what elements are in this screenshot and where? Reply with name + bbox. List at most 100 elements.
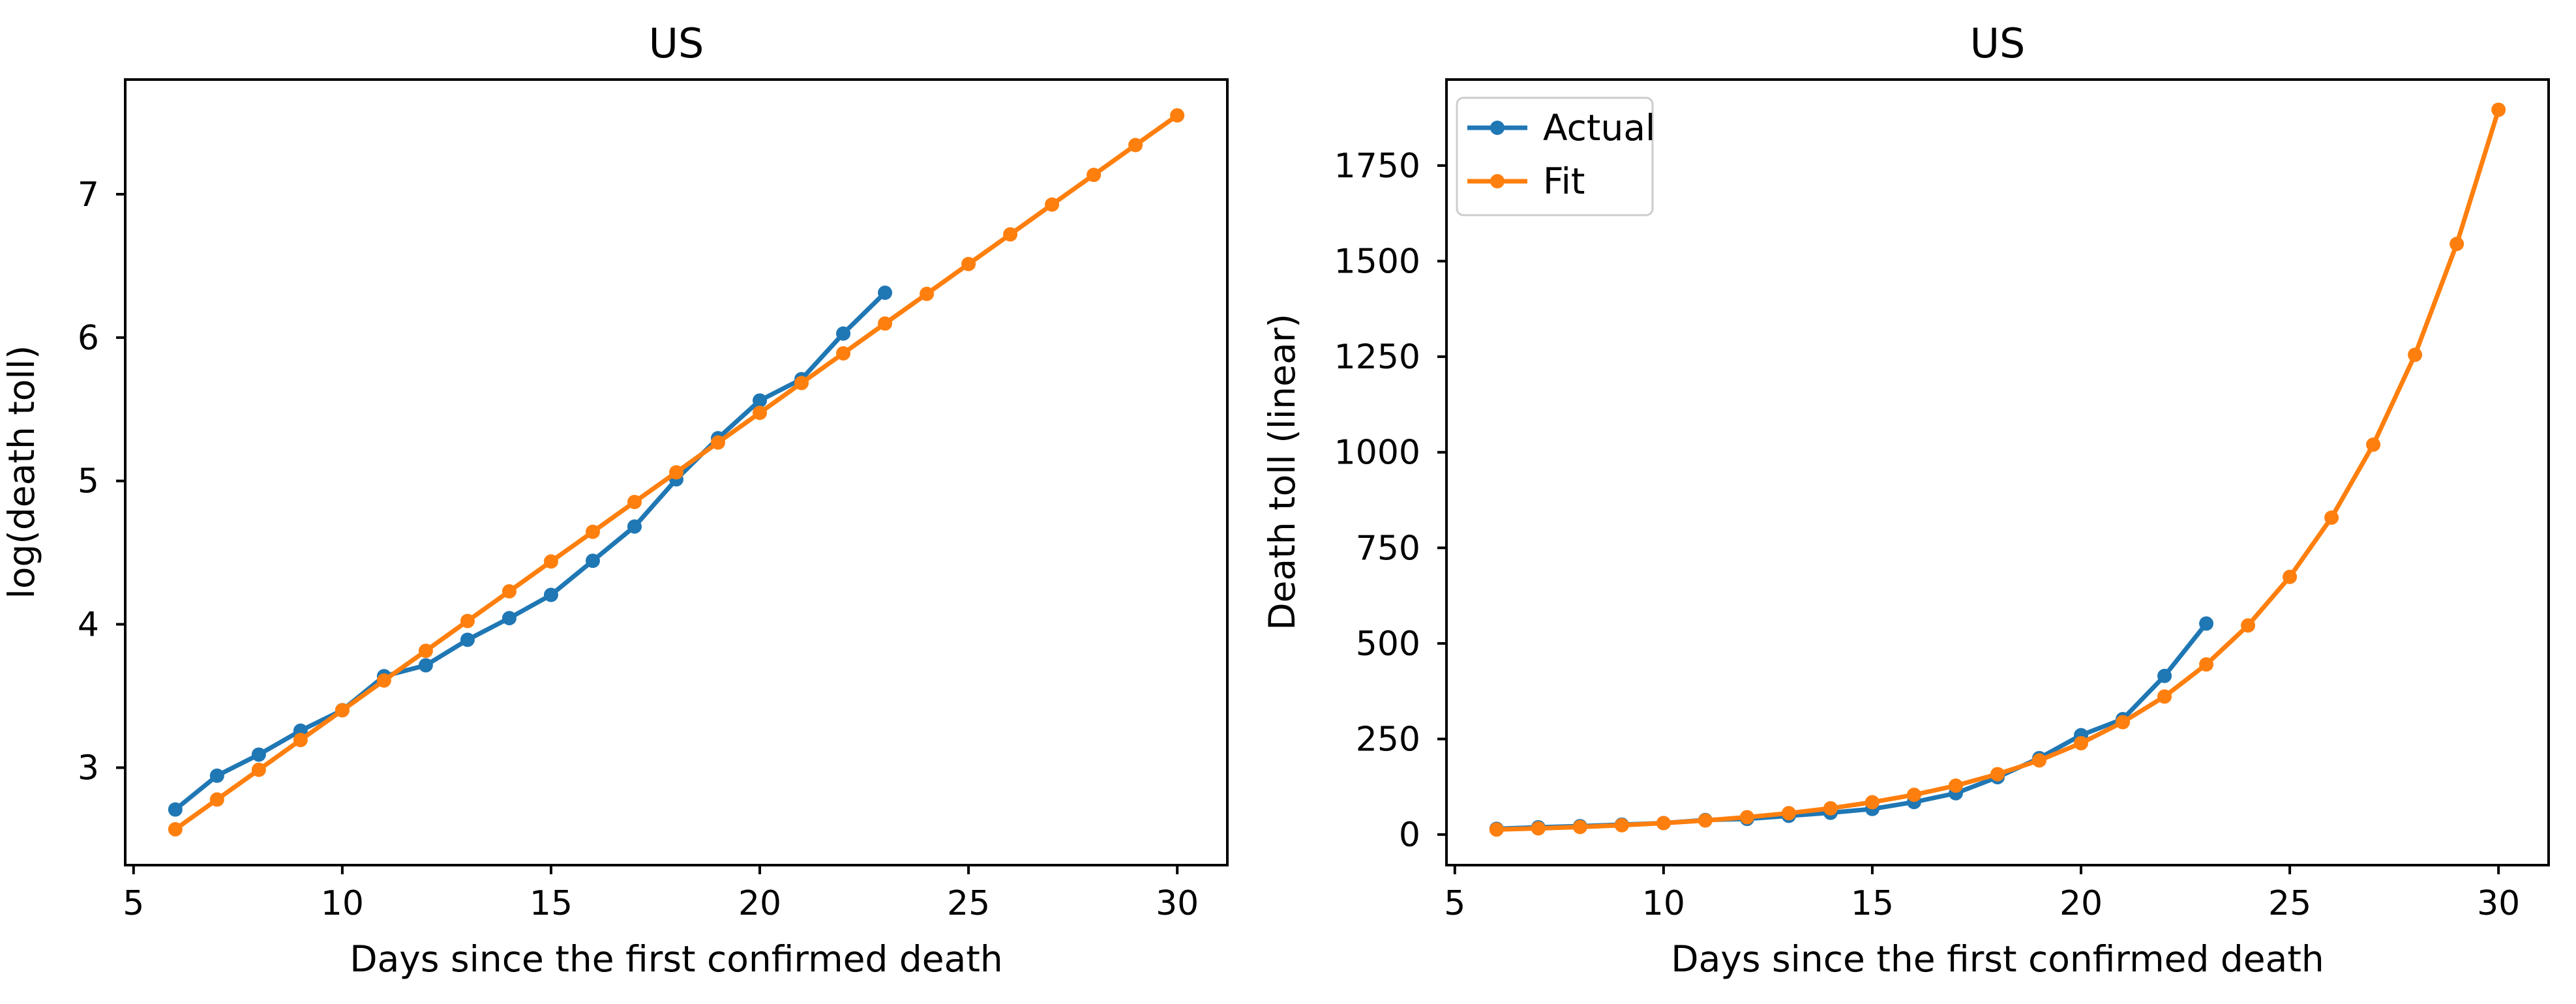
series-fit-marker [1698,813,1713,828]
series-actual-marker [2157,668,2172,683]
y-tick-label: 6 [78,319,99,358]
series-fit-marker [2116,715,2131,730]
series-fit-marker [2324,510,2339,525]
right-plot-area: 5 10 15 20 25 30 0 250 500 750 1000 1250 1500 1750 Act… [1334,78,2550,923]
series-fit-marker [2032,753,2047,768]
series-actual [168,285,893,817]
series-fit-line [1494,107,2501,832]
series-actual-marker [168,802,183,817]
x-tick-label: 30 [2477,884,2520,923]
legend-marker-sample [1490,174,1505,188]
x-tick-label: 25 [2268,884,2311,923]
series-fit-marker [669,465,683,480]
y-tick-label: 1250 [1334,338,1420,377]
x-tick-label: 20 [738,884,781,923]
y-tick-label: 1000 [1334,434,1420,473]
chart-title: US [649,20,704,67]
x-axis-label: Days since the first confirmed death [350,938,1003,980]
series-fit-marker [1614,818,1629,833]
series-fit-marker [460,613,475,628]
y-tick-label: 250 [1356,720,1420,759]
series-fit-marker [794,376,809,391]
series-fit-marker [376,673,391,688]
series-fit-marker [878,316,893,331]
legend-label: Actual [1543,107,1655,149]
right-chart: 5 10 15 20 25 30 0 250 500 750 1000 1250 1500 1750 Act… [1261,20,2550,980]
series-fit-marker [2157,689,2172,704]
series-actual-marker [251,747,266,762]
y-tick-label: 750 [1356,529,1420,568]
series-actual-marker [543,587,558,602]
x-tick-label: 10 [321,884,364,923]
legend: Actual Fit [1456,96,1655,216]
series-actual-marker [460,632,475,647]
series-actual-marker [878,285,893,300]
series-fit-marker [1045,197,1060,212]
series-fit-marker [2074,735,2089,750]
x-tick-label: 15 [1851,884,1894,923]
legend-marker-sample [1490,121,1505,135]
series-fit-marker [1948,778,1963,793]
series-fit-marker [1128,138,1143,153]
left-chart: 5 10 15 20 25 30 3 4 5 6 7 US Days since the first… [1,20,1229,980]
series-fit-marker [1656,816,1671,831]
series-fit-marker [711,435,726,450]
y-axis-label: Death toll (linear) [1261,314,1303,630]
x-axis-label: Days since the first confirmed death [1671,938,2324,980]
series-fit-marker [836,346,851,361]
y-tick-label: 0 [1399,816,1420,855]
series-fit-marker [627,495,642,510]
series-actual-marker [2199,616,2214,631]
x-tick-label: 15 [530,884,573,923]
series-fit-marker [1823,801,1838,816]
series-fit-marker [1990,767,2005,782]
y-tick-label: 1750 [1334,147,1420,186]
series-actual-line [173,290,888,812]
series-fit-marker [1906,788,1921,803]
y-axis-label: log(death toll) [1,346,42,599]
series-actual-marker [502,611,517,626]
series-fit-marker [1739,810,1754,825]
x-tick-label: 25 [947,884,990,923]
series-fit-marker [293,733,308,748]
series-fit-marker [1781,806,1796,821]
series-fit-marker [920,286,935,301]
legend-entry-actual: Actual [1467,107,1655,149]
series-fit-marker [1003,227,1018,242]
series-fit-marker [335,703,350,718]
legend-entry-fit: Fit [1467,160,1585,202]
x-tick-label: 20 [2059,884,2103,923]
series-fit-marker [1531,821,1546,836]
series-actual-marker [627,519,642,534]
series-fit-marker [1170,108,1185,123]
series-actual-line [1494,621,2209,831]
y-tick-label: 1500 [1334,243,1420,282]
series-fit-marker [2449,237,2464,252]
y-tick-label: 7 [78,175,99,214]
series-fit-marker [2241,618,2256,633]
series-actual-marker [209,768,224,783]
x-tick-label: 5 [1444,884,1465,923]
y-tick-label: 500 [1356,625,1420,664]
series-fit-marker [2408,347,2423,362]
axes-frame [124,78,1229,866]
series-fit [1489,102,2506,837]
y-tick-label: 3 [78,748,99,788]
series-fit-marker [251,762,266,777]
x-tick-label: 30 [1156,884,1199,923]
series-actual-marker [753,393,768,408]
series-actual-marker [585,554,600,568]
x-tick-label: 5 [123,884,144,923]
series-fit-marker [753,406,768,421]
left-plot-area: 5 10 15 20 25 30 3 4 5 6 7 [78,78,1229,923]
series-fit-marker [502,584,517,599]
series-actual-marker [836,326,851,341]
y-tick-label: 5 [78,462,99,501]
series-fit-marker [168,822,183,837]
series-fit-marker [961,256,976,271]
x-tick-label: 10 [1642,884,1685,923]
series-fit-marker [543,554,558,569]
series-fit-marker [2366,437,2381,452]
